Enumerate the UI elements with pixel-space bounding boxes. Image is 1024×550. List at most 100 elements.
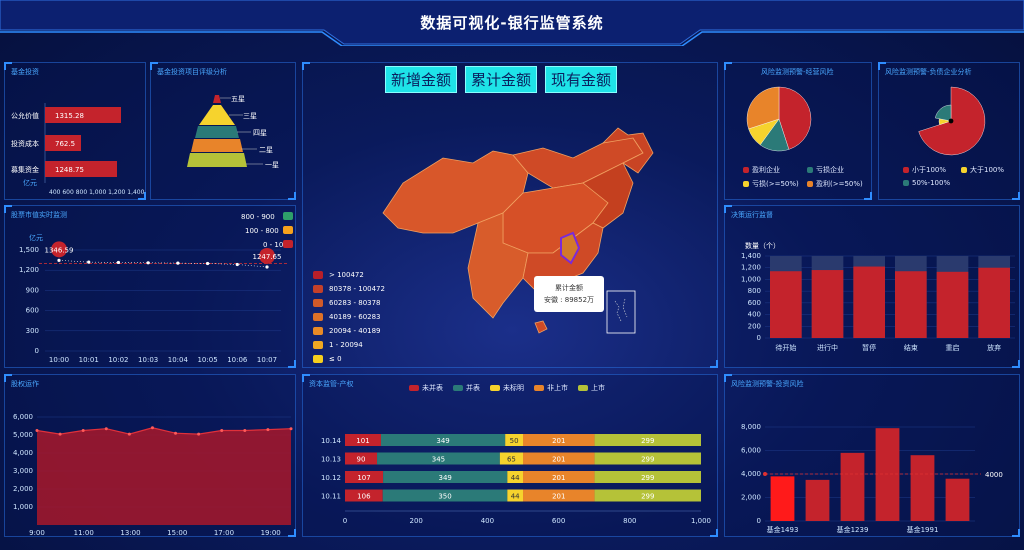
map-legend-item[interactable]: 1 - 20094 (313, 338, 385, 352)
data-point (266, 428, 270, 432)
legend-item[interactable]: 盈利企业 (743, 165, 807, 175)
legend-label: 盈利企业 (752, 166, 780, 174)
data-point (87, 260, 91, 264)
tab-new-amount[interactable]: 新增金额 (385, 66, 458, 93)
map-legend-item[interactable]: 40189 - 60283 (313, 310, 385, 324)
data-point (104, 427, 108, 431)
data-point (35, 429, 39, 432)
data-point (176, 261, 180, 265)
x-tick-label: 200 (410, 517, 423, 525)
panel-decision: 决策运行监督 数量（个） 1,400 1,200 1,000 800 600 400 200… (724, 205, 1020, 368)
y-tick-label: 10.13 (321, 456, 341, 464)
data-point (146, 261, 150, 265)
bar-label-fair-value: 公允价值 (11, 111, 39, 120)
map-legend-item[interactable]: 20094 - 40189 (313, 324, 385, 338)
y-tick-label: 900 (26, 286, 39, 294)
legend-item[interactable]: 上市 (578, 383, 605, 393)
legend-item[interactable]: 小于100% (903, 165, 961, 175)
y-tick-label: 1,200 (19, 266, 39, 274)
map-legend-item[interactable]: > 100472 (313, 268, 385, 282)
bar-value-raised-fund: 1248.75 (55, 166, 84, 174)
tab-total-amount[interactable]: 累计金额 (465, 66, 538, 93)
legend-label: 盈利(>=50%) (816, 180, 863, 188)
decision-bar-chart: 数量（个） 1,400 1,200 1,000 800 600 400 200 0 待开始 进行中… (741, 241, 1015, 352)
stack-segment (382, 489, 508, 502)
y-tick-label: 10.11 (321, 493, 341, 501)
map-legend-item[interactable]: 80378 - 100472 (313, 282, 385, 296)
panel-invest-risk: 风险监测预警-投资风险 8,000 6,000 4,000 2,000 0 4000 基金1… (724, 374, 1020, 537)
map-legend-item[interactable]: 60283 - 80378 (313, 296, 385, 310)
bar (978, 267, 1010, 338)
segment-label: 201 (552, 474, 565, 482)
stack-segment (345, 471, 384, 483)
panel-title: 风险监测预警-经营风险 (761, 68, 834, 76)
segment-label: 101 (356, 437, 369, 445)
tooltip-value: 安徽 : 89852万 (543, 296, 595, 304)
china-map[interactable] (303, 63, 719, 369)
pie-center (948, 118, 954, 124)
legend-label: 上市 (591, 384, 605, 392)
y-tick-label: 1,200 (741, 264, 761, 272)
data-point (58, 432, 62, 436)
stack-segment (594, 452, 701, 465)
mark-label: 4000 (985, 471, 1003, 479)
y-tick-label: 5,000 (13, 431, 33, 439)
legend-item[interactable]: 盈利(>=50%) (807, 179, 871, 189)
legend-label: 50%-100% (912, 179, 951, 187)
segment-label: 50 (510, 437, 519, 445)
panel-title: 决策运行监督 (731, 211, 773, 219)
bar (770, 476, 795, 521)
map-legend-label: 40189 - 60283 (329, 313, 381, 321)
segment-label: 349 (436, 437, 449, 445)
x-tick-label: 重启 (946, 343, 960, 352)
y-tick-label: 600 (26, 307, 39, 315)
bar (840, 452, 865, 521)
legend-label: 大于100% (970, 166, 1005, 174)
bar-label-invest-cost: 投资成本 (11, 139, 39, 148)
x-tick-label: 400 (481, 517, 494, 525)
y-tick-label: 0 (757, 517, 761, 525)
segment-label: 201 (552, 456, 565, 464)
area-line (36, 427, 292, 435)
data-point (220, 429, 224, 432)
legend-item[interactable]: 亏损(>=50%) (743, 179, 807, 189)
y-tick-label: 600 (748, 299, 761, 307)
x-tick-label: 10:04 (168, 356, 189, 364)
x-tick-label: 结束 (904, 343, 918, 352)
x-tick-label: 0 (343, 517, 347, 525)
legend-item[interactable]: 非上市 (534, 383, 568, 393)
pyramid-level-2 (191, 139, 243, 152)
mark-start (763, 472, 767, 476)
map-tooltip: 累计金额 安徽 : 89852万 (534, 276, 604, 312)
stack-segment (523, 489, 595, 502)
bar (895, 271, 927, 338)
legend-item[interactable]: 大于100% (961, 165, 1019, 175)
x-tick-label: 基金1493 (767, 525, 799, 534)
bar (805, 479, 830, 521)
stack-segment (499, 452, 523, 465)
pyramid-chart: 五星 三星 四星 二星 一星 (187, 95, 279, 169)
segment-label: 107 (357, 474, 370, 482)
x-tick-label: 10:07 (257, 356, 277, 364)
legend-item[interactable]: 未并表 (409, 383, 443, 393)
bar-value-fair-value: 1315.28 (55, 112, 84, 120)
map-legend-item[interactable]: ≤ 0 (313, 352, 385, 366)
segment-label: 44 (511, 493, 520, 501)
stock-line-chart: 800 - 900 100 - 800 0 - 100 亿元 1,500 1,20… (19, 212, 293, 364)
data-point (243, 429, 247, 432)
map-region-hainan (534, 320, 548, 334)
tab-current-amount[interactable]: 现有金额 (545, 66, 618, 93)
pie-slice (935, 104, 952, 122)
legend-item[interactable]: 50%-100% (903, 179, 961, 187)
stack-segment (594, 434, 701, 446)
data-point (174, 431, 178, 435)
legend-item[interactable]: 并表 (453, 383, 480, 393)
pie-slice (778, 86, 812, 150)
legend-item[interactable]: 未标明 (490, 383, 524, 393)
bar-raised-fund (45, 161, 117, 177)
map-legend-label: 60283 - 80378 (329, 299, 381, 307)
rating-label-5: 五星 (231, 95, 245, 103)
y-tick-label: 10.14 (321, 437, 342, 445)
stack-segment (383, 471, 508, 483)
legend-item[interactable]: 亏损企业 (807, 165, 871, 175)
